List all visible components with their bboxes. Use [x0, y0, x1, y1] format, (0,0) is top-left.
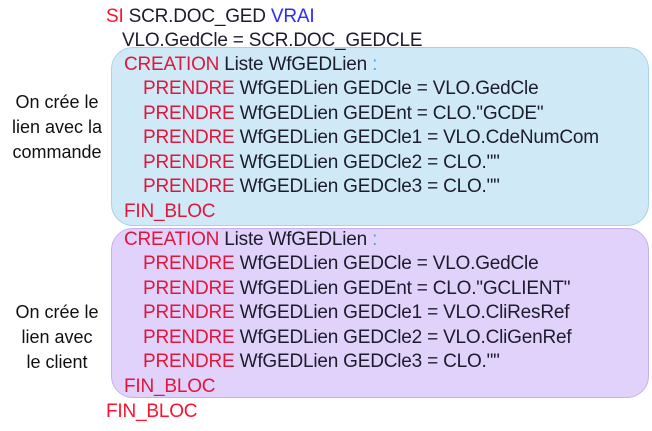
code-line-fin-bloc: FIN_BLOC	[124, 201, 216, 222]
note-commande: On crée le lien avec la commande	[0, 90, 114, 165]
note-line: le client	[26, 352, 88, 372]
code-line-prendre: PRENDRE WfGEDLien GEDEnt = CLO."GCDE"	[143, 102, 544, 126]
code-text: Liste WfGEDLien	[219, 229, 373, 250]
keyword: PRENDRE	[143, 102, 235, 124]
code-line-prendre: PRENDRE WfGEDLien GEDCle1 = VLO.CdeNumCo…	[143, 126, 599, 150]
code-text: WfGEDLien GEDCle = VLO.GedCle	[234, 78, 539, 99]
client-block-highlight	[111, 228, 649, 398]
code-line-prendre: PRENDRE WfGEDLien GEDCle3 = CLO.""	[143, 175, 500, 199]
code-text: WfGEDLien GEDCle3 = CLO.""	[234, 351, 500, 372]
note-client: On crée le lien avec le client	[0, 300, 114, 375]
code-line-prendre: PRENDRE WfGEDLien GEDCle = VLO.GedCle	[143, 252, 539, 276]
keyword: PRENDRE	[143, 127, 235, 148]
code-text: WfGEDLien GEDEnt = CLO."GCDE"	[234, 102, 544, 124]
keyword: PRENDRE	[143, 253, 235, 274]
note-line: On crée le	[15, 92, 99, 112]
code-line-prendre: PRENDRE WfGEDLien GEDCle2 = CLO.""	[143, 151, 500, 175]
keyword: CREATION	[124, 54, 220, 75]
code-text: WfGEDLien GEDCle2 = VLO.CliGenRef	[234, 326, 572, 348]
note-line: lien avec	[21, 327, 93, 347]
code-text: WfGEDLien GEDCle2 = CLO.""	[234, 151, 500, 173]
code-text: WfGEDLien GEDCle1 = VLO.CdeNumCom	[234, 127, 599, 148]
code-line-prendre: PRENDRE WfGEDLien GEDCle = VLO.GedCle	[143, 77, 539, 101]
commande-block-highlight	[111, 47, 649, 226]
code-text: WfGEDLien GEDCle3 = CLO.""	[234, 176, 500, 197]
keyword: PRENDRE	[143, 277, 235, 299]
code-line-si: SI SCR.DOC_GED VRAI	[106, 5, 315, 29]
code-text: WfGEDLien GEDCle1 = VLO.CliResRef	[234, 302, 570, 323]
note-line: lien avec la	[11, 117, 103, 137]
boolean-value: VRAI	[270, 6, 315, 27]
code-text: WfGEDLien GEDCle = VLO.GedCle	[234, 253, 539, 274]
keyword: PRENDRE	[143, 326, 235, 348]
colon: :	[372, 54, 378, 75]
colon: :	[372, 229, 378, 250]
keyword: PRENDRE	[143, 176, 235, 197]
keyword: PRENDRE	[143, 351, 235, 372]
code-line-prendre: PRENDRE WfGEDLien GEDCle1 = VLO.CliResRe…	[143, 301, 570, 325]
code-line-prendre: PRENDRE WfGEDLien GEDEnt = CLO."GCLIENT"	[143, 277, 571, 301]
code-line-fin-bloc: FIN_BLOC	[124, 376, 216, 397]
code-text: SCR.DOC_GED	[123, 6, 271, 27]
code-line-creation: CREATION Liste WfGEDLien :	[124, 53, 377, 77]
note-line: commande	[12, 142, 102, 162]
note-line: On crée le	[15, 302, 99, 322]
code-line-prendre: PRENDRE WfGEDLien GEDCle2 = VLO.CliGenRe…	[143, 326, 572, 350]
keyword: PRENDRE	[143, 302, 235, 323]
keyword: SI	[106, 6, 124, 27]
keyword: PRENDRE	[143, 151, 235, 173]
code-line-prendre: PRENDRE WfGEDLien GEDCle3 = CLO.""	[143, 350, 500, 374]
code-text: Liste WfGEDLien	[219, 54, 373, 75]
code-line-fin-bloc-outer: FIN_BLOC	[106, 401, 198, 422]
code-line-creation: CREATION Liste WfGEDLien :	[124, 228, 377, 252]
code-text: WfGEDLien GEDEnt = CLO."GCLIENT"	[234, 277, 571, 299]
code-line-assign: VLO.GedCle = SCR.DOC_GEDCLE	[122, 30, 423, 51]
keyword: PRENDRE	[143, 78, 235, 99]
keyword: CREATION	[124, 229, 220, 250]
